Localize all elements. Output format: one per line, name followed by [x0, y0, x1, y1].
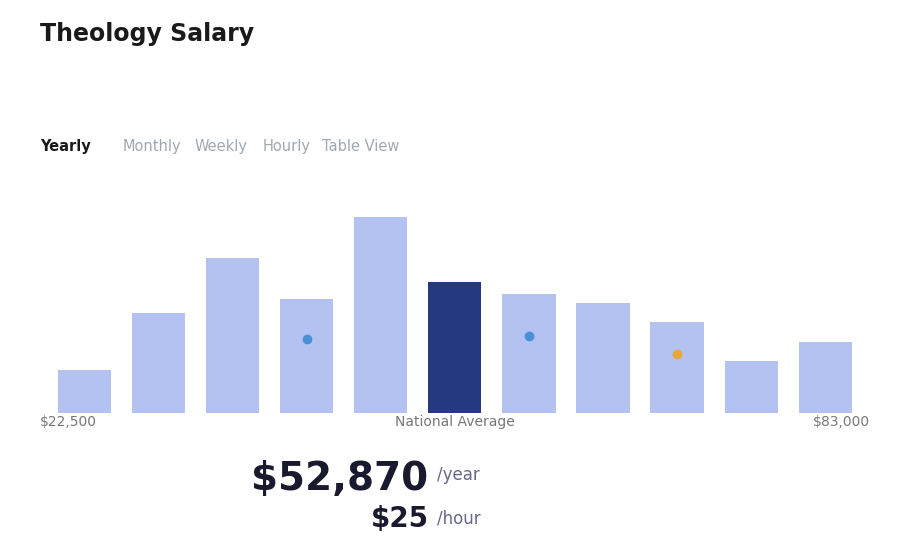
Bar: [58, 370, 111, 413]
Bar: [502, 294, 555, 413]
Bar: [280, 299, 333, 413]
Text: /hour: /hour: [437, 509, 480, 527]
Bar: [576, 304, 630, 413]
Bar: [206, 258, 259, 413]
Text: $25: $25: [371, 505, 429, 533]
Bar: [354, 217, 408, 413]
Text: Theology Salary: Theology Salary: [40, 22, 254, 46]
Bar: [725, 361, 778, 413]
Text: Hourly: Hourly: [263, 139, 311, 154]
Text: Yearly: Yearly: [40, 139, 91, 154]
Bar: [651, 323, 704, 413]
Bar: [429, 282, 481, 413]
Text: Monthly: Monthly: [122, 139, 181, 154]
Bar: [798, 342, 852, 413]
Text: $83,000: $83,000: [813, 415, 870, 429]
Text: National Average: National Average: [395, 415, 515, 429]
Text: Table View: Table View: [322, 139, 399, 154]
Bar: [131, 313, 185, 413]
Text: /year: /year: [437, 466, 479, 484]
Text: $22,500: $22,500: [40, 415, 97, 429]
Text: Weekly: Weekly: [195, 139, 247, 154]
Text: $52,870: $52,870: [251, 460, 429, 498]
